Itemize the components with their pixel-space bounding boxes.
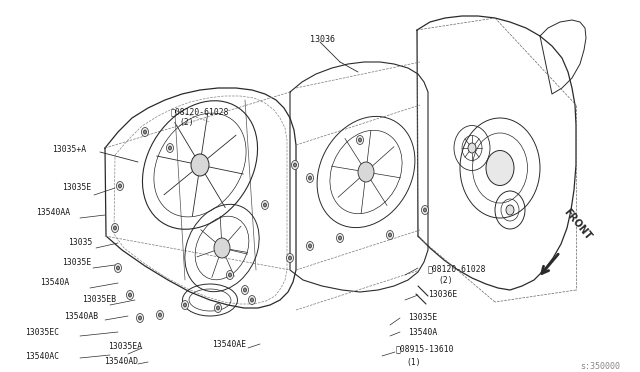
Ellipse shape <box>116 182 124 190</box>
Ellipse shape <box>339 236 342 240</box>
Ellipse shape <box>214 238 230 258</box>
Text: 13540A: 13540A <box>40 278 69 287</box>
Ellipse shape <box>250 298 253 302</box>
Ellipse shape <box>111 224 118 232</box>
Text: (2): (2) <box>438 276 452 285</box>
Text: 13035E: 13035E <box>62 258 92 267</box>
Ellipse shape <box>166 144 173 153</box>
Ellipse shape <box>388 233 392 237</box>
Ellipse shape <box>228 273 232 277</box>
Text: Ⓒ08120-61028: Ⓒ08120-61028 <box>171 107 230 116</box>
Text: 13035EB: 13035EB <box>82 295 116 304</box>
Text: 13540AC: 13540AC <box>25 352 59 361</box>
Ellipse shape <box>358 162 374 182</box>
Text: 13540AB: 13540AB <box>64 312 98 321</box>
Text: 13036: 13036 <box>310 35 335 44</box>
Text: 13035+A: 13035+A <box>52 145 86 154</box>
Text: (1): (1) <box>406 358 420 367</box>
Ellipse shape <box>262 201 269 209</box>
Text: 13035E: 13035E <box>62 183 92 192</box>
Ellipse shape <box>227 270 234 279</box>
Ellipse shape <box>182 301 189 310</box>
Ellipse shape <box>138 316 141 320</box>
Ellipse shape <box>264 203 266 207</box>
Ellipse shape <box>143 130 147 134</box>
Ellipse shape <box>422 205 429 215</box>
Ellipse shape <box>116 266 120 270</box>
Ellipse shape <box>308 176 312 180</box>
Text: 13035EC: 13035EC <box>25 328 59 337</box>
Ellipse shape <box>486 151 514 186</box>
Ellipse shape <box>424 208 426 212</box>
Ellipse shape <box>127 291 134 299</box>
Text: Ⓠ08915-13610: Ⓠ08915-13610 <box>396 344 454 353</box>
Ellipse shape <box>294 163 296 167</box>
Ellipse shape <box>241 285 248 295</box>
Text: 13540AA: 13540AA <box>36 208 70 217</box>
Text: (2): (2) <box>179 118 194 127</box>
Ellipse shape <box>141 128 148 137</box>
Ellipse shape <box>337 234 344 243</box>
Text: FRONT: FRONT <box>562 207 594 242</box>
Ellipse shape <box>118 184 122 188</box>
Ellipse shape <box>307 241 314 250</box>
Ellipse shape <box>168 146 172 150</box>
Ellipse shape <box>248 295 255 305</box>
Text: 13540A: 13540A <box>408 328 437 337</box>
Text: 13036E: 13036E <box>428 290 457 299</box>
Text: 13540AD: 13540AD <box>104 357 138 366</box>
Text: 13540AE: 13540AE <box>212 340 246 349</box>
Text: 13035E: 13035E <box>408 313 437 322</box>
Ellipse shape <box>157 311 163 320</box>
Ellipse shape <box>136 314 143 323</box>
Text: 13035EA: 13035EA <box>108 342 142 351</box>
Ellipse shape <box>129 293 131 297</box>
Ellipse shape <box>307 173 314 183</box>
Ellipse shape <box>159 313 161 317</box>
Ellipse shape <box>115 263 122 273</box>
Ellipse shape <box>191 154 209 176</box>
Text: s:350000: s:350000 <box>580 362 620 371</box>
Ellipse shape <box>308 244 312 248</box>
Ellipse shape <box>287 253 294 263</box>
Ellipse shape <box>356 135 364 144</box>
Text: 13035: 13035 <box>68 238 92 247</box>
Ellipse shape <box>387 231 394 240</box>
Ellipse shape <box>113 226 116 230</box>
Ellipse shape <box>216 306 220 310</box>
Ellipse shape <box>291 160 298 170</box>
Ellipse shape <box>243 288 246 292</box>
Ellipse shape <box>506 205 514 215</box>
Ellipse shape <box>289 256 291 260</box>
Text: Ⓒ08120-61028: Ⓒ08120-61028 <box>428 264 486 273</box>
Ellipse shape <box>358 138 362 142</box>
Ellipse shape <box>184 303 186 307</box>
Ellipse shape <box>214 304 221 312</box>
Ellipse shape <box>468 143 476 153</box>
